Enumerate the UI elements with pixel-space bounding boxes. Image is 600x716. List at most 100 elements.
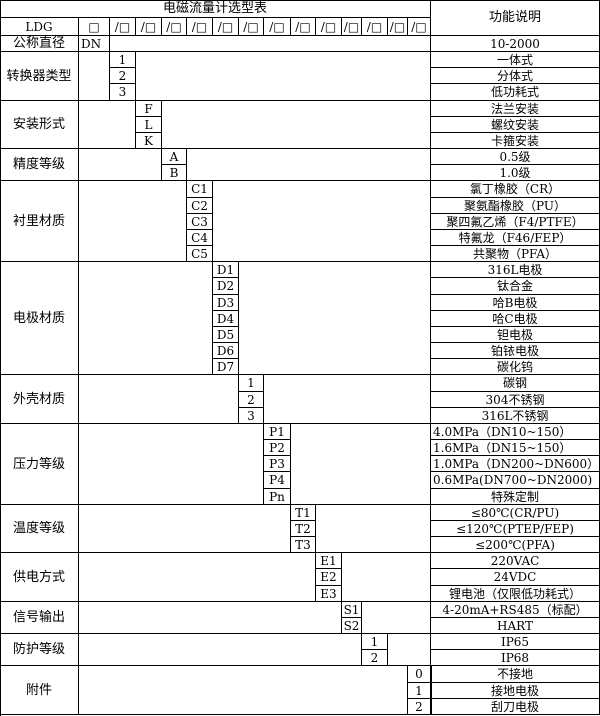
option-code: F (136, 101, 162, 117)
option-code: C2 (187, 198, 213, 214)
option-code: 3 (110, 84, 136, 101)
option-code: D4 (213, 311, 239, 327)
option-desc: 哈B电极 (431, 295, 600, 311)
option-desc: IP65 (431, 634, 600, 650)
group-label: 温度等级 (0, 505, 79, 553)
blank-cell (79, 262, 213, 375)
option-code: E3 (316, 586, 342, 602)
model-slot: /□ (362, 18, 388, 36)
group-label: 外壳材质 (0, 375, 79, 424)
option-desc: 4.0MPa（DN10~150） (431, 424, 600, 440)
option-code: C1 (187, 181, 213, 198)
option-desc: 1.0MPa（DN200~DN600） (431, 456, 600, 472)
blank-cell (388, 634, 431, 666)
option-code: K (136, 133, 162, 149)
group-label: 安装形式 (0, 101, 79, 149)
option-code: 2 (110, 68, 136, 84)
option-code: D5 (213, 327, 239, 343)
option-code: D3 (213, 295, 239, 311)
blank-cell (316, 505, 431, 553)
option-desc: ≤80℃(CR/PU) (431, 505, 600, 521)
option-desc: 接地电极 (431, 683, 600, 699)
blank-cell (239, 262, 431, 375)
group-label: 电极材质 (0, 262, 79, 375)
option-desc: 316L不锈钢 (431, 408, 600, 424)
option-code: Pn (264, 489, 291, 505)
option-code: 0 (408, 666, 431, 683)
option-desc: 氯丁橡胶（CR） (431, 181, 600, 198)
model-slot: /□ (264, 18, 291, 36)
blank-cell (110, 36, 431, 52)
model-slot: /□ (342, 18, 362, 36)
option-desc: 220VAC (431, 553, 600, 569)
blank-cell (79, 101, 136, 149)
option-code: E2 (316, 569, 342, 586)
model-slot: /□ (110, 18, 136, 36)
option-code: C5 (187, 246, 213, 262)
model-slot: /□ (316, 18, 342, 36)
option-code: 2 (408, 699, 431, 715)
option-code: 2 (362, 650, 388, 666)
option-desc: ≤200℃(PFA) (431, 537, 600, 553)
model-slot: /□ (162, 18, 187, 36)
group-label: 精度等级 (0, 149, 79, 181)
blank-cell (79, 424, 264, 505)
option-code: P2 (264, 440, 291, 456)
function-header: 功能说明 (431, 0, 600, 36)
group-label: 防护等级 (0, 634, 79, 666)
option-code: S1 (342, 602, 362, 618)
option-code: 3 (239, 408, 264, 424)
option-code: L (136, 117, 162, 133)
option-code: D2 (213, 278, 239, 295)
option-code: 1 (110, 52, 136, 68)
blank-cell (342, 553, 431, 602)
blank-cell (79, 553, 316, 602)
option-desc: 法兰安装 (431, 101, 600, 117)
option-desc: 一体式 (431, 52, 600, 68)
option-code: C4 (187, 230, 213, 246)
blank-cell (79, 52, 110, 101)
model-slot: /□ (187, 18, 213, 36)
table-title: 电磁流量计选型表 (0, 0, 431, 18)
option-desc: 聚四氟乙烯（F4/PTFE） (431, 214, 600, 230)
blank-cell (362, 602, 431, 634)
group-label: 信号输出 (0, 602, 79, 634)
option-desc: 316L电极 (431, 262, 600, 278)
group-label: 附件 (0, 666, 79, 715)
option-code: E1 (316, 553, 342, 569)
option-code: 1 (408, 683, 431, 699)
group-label: 供电方式 (0, 553, 79, 602)
blank-cell (79, 666, 408, 715)
option-code: 1 (362, 634, 388, 650)
model-slot: /□ (388, 18, 408, 36)
option-desc: 304不锈钢 (431, 392, 600, 408)
model-slot: /□ (291, 18, 316, 36)
option-desc: 共聚物（PFA） (431, 246, 600, 262)
blank-cell (79, 149, 162, 181)
option-code: T1 (291, 505, 316, 521)
option-code: B (162, 165, 187, 181)
option-desc: 哈C电极 (431, 311, 600, 327)
option-desc: 锂电池（仅限低功耗式） (431, 586, 600, 602)
option-code: 1 (239, 375, 264, 392)
model-slot: /□ (239, 18, 264, 36)
option-desc: 1.6MPa（DN15~150） (431, 440, 600, 456)
model-prefix: LDG (0, 18, 79, 36)
blank-cell (187, 149, 431, 181)
option-desc: 4-20mA+RS485（标配） (431, 602, 600, 618)
option-code: S2 (342, 618, 362, 634)
option-desc: 卡箍安装 (431, 133, 600, 149)
option-desc: HART (431, 618, 600, 634)
blank-cell (213, 181, 431, 262)
option-desc: 0.5级 (431, 149, 600, 165)
option-code: 2 (239, 392, 264, 408)
option-desc: IP68 (431, 650, 600, 666)
model-slot-dn: □ (79, 18, 110, 36)
option-desc: 钽电极 (431, 327, 600, 343)
blank-cell (79, 634, 362, 666)
option-desc: 碳钢 (431, 375, 600, 392)
option-desc: 24VDC (431, 569, 600, 586)
option-code: D1 (213, 262, 239, 278)
blank-cell (264, 375, 431, 424)
blank-cell (162, 101, 431, 149)
